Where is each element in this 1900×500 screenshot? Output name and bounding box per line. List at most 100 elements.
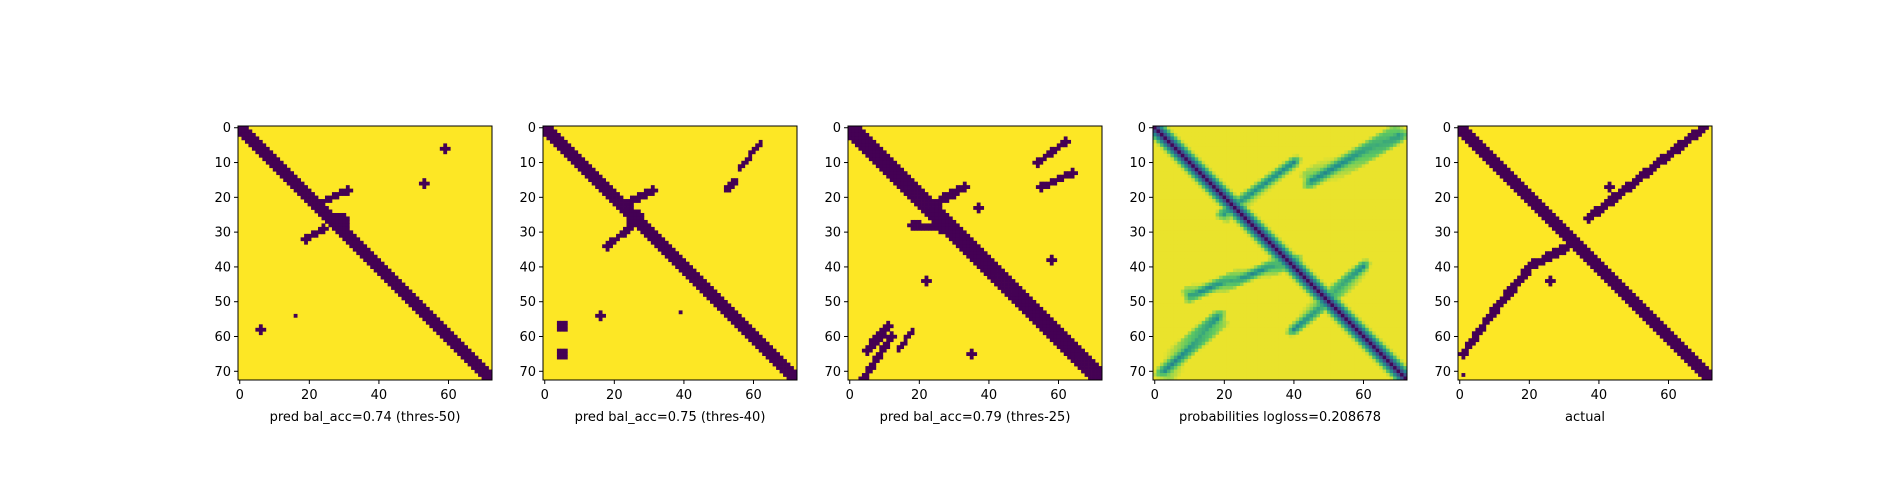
heatmap-cell <box>1309 240 1314 245</box>
heatmap-cell <box>1344 216 1349 221</box>
heatmap-cell <box>924 202 929 207</box>
heatmap-cell <box>1056 327 1061 332</box>
heatmap-cell <box>394 279 399 283</box>
heatmap-cell <box>1253 136 1258 141</box>
heatmap-cell <box>1035 157 1040 162</box>
heatmap-cell <box>1219 160 1223 165</box>
heatmap-cell <box>1156 272 1161 276</box>
heatmap-cell <box>1379 254 1383 259</box>
heatmap-cell <box>1184 275 1189 280</box>
heatmap-cell <box>304 192 308 196</box>
heatmap-cell <box>1229 216 1234 221</box>
heatmap-cell <box>1226 223 1230 228</box>
heatmap-cell <box>1180 178 1185 183</box>
heatmap-cell <box>1215 139 1220 144</box>
heatmap-cell <box>858 376 863 381</box>
heatmap-cell <box>1340 240 1345 245</box>
heatmap-cell <box>1379 244 1383 249</box>
heatmap-cell <box>1205 251 1210 256</box>
heatmap-cell <box>279 164 284 169</box>
heatmap-cell <box>962 247 967 252</box>
heatmap-cell <box>1226 268 1230 273</box>
heatmap-cell <box>304 233 308 238</box>
heatmap-cell <box>854 126 859 130</box>
heatmap-cell <box>955 223 960 228</box>
heatmap-cell <box>1389 268 1394 273</box>
heatmap-cell <box>1285 244 1290 249</box>
heatmap-cell <box>321 212 326 217</box>
heatmap-cell <box>1264 146 1269 151</box>
heatmap-cell <box>1257 199 1262 203</box>
heatmap-cell <box>1267 247 1272 252</box>
heatmap-cell <box>900 181 905 186</box>
heatmap-cell <box>1306 160 1310 165</box>
heatmap-cell <box>1292 251 1297 256</box>
heatmap-cell <box>1177 150 1182 155</box>
heatmap-cell <box>886 345 891 350</box>
heatmap-cell <box>1163 251 1168 256</box>
heatmap-cell <box>1372 247 1377 252</box>
heatmap-cell <box>1288 265 1293 270</box>
x-tick-label: 40 <box>676 388 693 403</box>
heatmap-cell <box>1382 160 1387 165</box>
heatmap-cell <box>865 146 870 151</box>
heatmap-cell <box>938 199 943 203</box>
heatmap-cell <box>1163 167 1168 172</box>
heatmap-cell <box>1194 202 1199 207</box>
heatmap-cell <box>1039 160 1044 165</box>
heatmap-cell <box>1166 212 1171 217</box>
heatmap-cell <box>1229 237 1234 242</box>
heatmap-cell <box>338 192 343 196</box>
heatmap-cell <box>1198 153 1203 158</box>
heatmap-cell <box>1285 240 1290 245</box>
heatmap-cell <box>1354 275 1359 280</box>
heatmap-cell <box>1393 209 1397 214</box>
heatmap-cell <box>685 268 690 273</box>
heatmap-cell <box>990 265 995 270</box>
heatmap-cell <box>1285 167 1290 172</box>
heatmap-cell <box>931 219 936 224</box>
heatmap-cell <box>1379 247 1383 252</box>
heatmap-cell <box>851 136 856 141</box>
heatmap-cell <box>886 153 891 158</box>
heatmap-cell <box>1386 174 1390 179</box>
heatmap-cell <box>872 355 877 360</box>
heatmap-cell <box>1288 143 1293 148</box>
heatmap-cell <box>1330 209 1335 214</box>
heatmap-cell <box>1163 132 1168 137</box>
heatmap-cell <box>1340 136 1345 141</box>
heatmap-cell <box>324 212 329 217</box>
heatmap-cell <box>1049 254 1054 259</box>
heatmap-cell <box>1340 171 1345 176</box>
heatmap-cell <box>1239 254 1244 259</box>
heatmap-cell <box>1180 282 1185 287</box>
heatmap-cell <box>1375 247 1380 252</box>
heatmap-cell <box>1198 279 1203 283</box>
heatmap-cell <box>1201 199 1206 203</box>
heatmap-cell <box>851 132 856 137</box>
heatmap-cell <box>1191 244 1196 249</box>
heatmap-cell <box>1243 279 1248 283</box>
heatmap-cell <box>1208 219 1213 224</box>
heatmap-cell <box>1063 352 1068 356</box>
heatmap-cell <box>1215 174 1220 179</box>
heatmap-cell <box>1173 167 1178 172</box>
heatmap-cell <box>636 195 641 200</box>
heatmap-cell <box>1344 178 1349 183</box>
heatmap-cell <box>1173 219 1178 224</box>
heatmap-cell <box>443 338 448 343</box>
heatmap-cell <box>380 272 385 276</box>
heatmap-cell <box>1257 146 1262 151</box>
heatmap-cell <box>678 258 683 263</box>
heatmap-cell <box>882 167 887 172</box>
heatmap-cell <box>948 192 953 196</box>
heatmap-cell <box>896 345 901 350</box>
heatmap-cell <box>1236 143 1241 148</box>
heatmap-cell <box>1400 219 1404 224</box>
heatmap-cell <box>1326 136 1331 141</box>
heatmap-cell <box>1396 126 1401 130</box>
heatmap-cell <box>1323 247 1328 252</box>
heatmap-cell <box>1049 334 1054 339</box>
heatmap-cell <box>377 258 382 263</box>
heatmap-cell <box>1056 334 1061 339</box>
